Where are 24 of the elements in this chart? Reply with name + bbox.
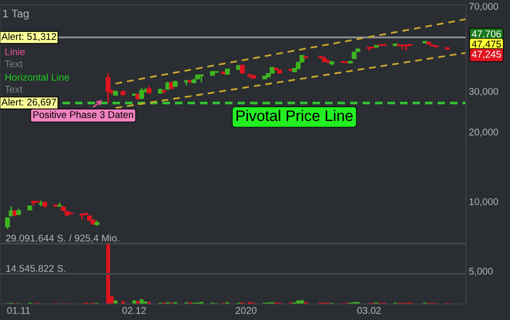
annotation: Positive Phase 3 Daten <box>33 110 134 118</box>
chart-subtitle: 1 Tag <box>3 10 29 20</box>
y2-tick-label: 29.091.644 S. <box>6 234 66 242</box>
annotation: / 925,4 Mio. <box>68 234 119 243</box>
y-tick-label: 10,000 <box>470 198 498 206</box>
y-tick-label: 5,000 <box>469 268 493 276</box>
annotation: Linie <box>5 48 25 56</box>
text: 47,706 <box>472 30 501 38</box>
annotation: Text <box>4 60 22 68</box>
ref-line-label: Alert: 26,697 <box>1 98 56 107</box>
annotation: Text <box>4 86 22 93</box>
ref-line-label: Alert: 51,312 <box>1 32 56 42</box>
y-tick-label: 70,000 <box>469 2 498 11</box>
x-tick-label: 02.12 <box>122 307 146 314</box>
y-tick-label: 30,000 <box>469 88 498 96</box>
text: 47,245 <box>472 50 501 59</box>
x-tick-label: 01.11 <box>7 307 30 314</box>
annotation: Pivotal Price Line <box>236 110 353 122</box>
y2-tick-label: 14.545.822 S. <box>6 264 66 272</box>
annotation: Horizontal Line <box>5 74 70 81</box>
x-tick-label: 03.02 <box>357 307 381 314</box>
y-tick-label: 20,000 <box>469 128 498 137</box>
x-tick-label: 2020 <box>236 307 256 314</box>
text: 47,475 <box>472 40 501 49</box>
